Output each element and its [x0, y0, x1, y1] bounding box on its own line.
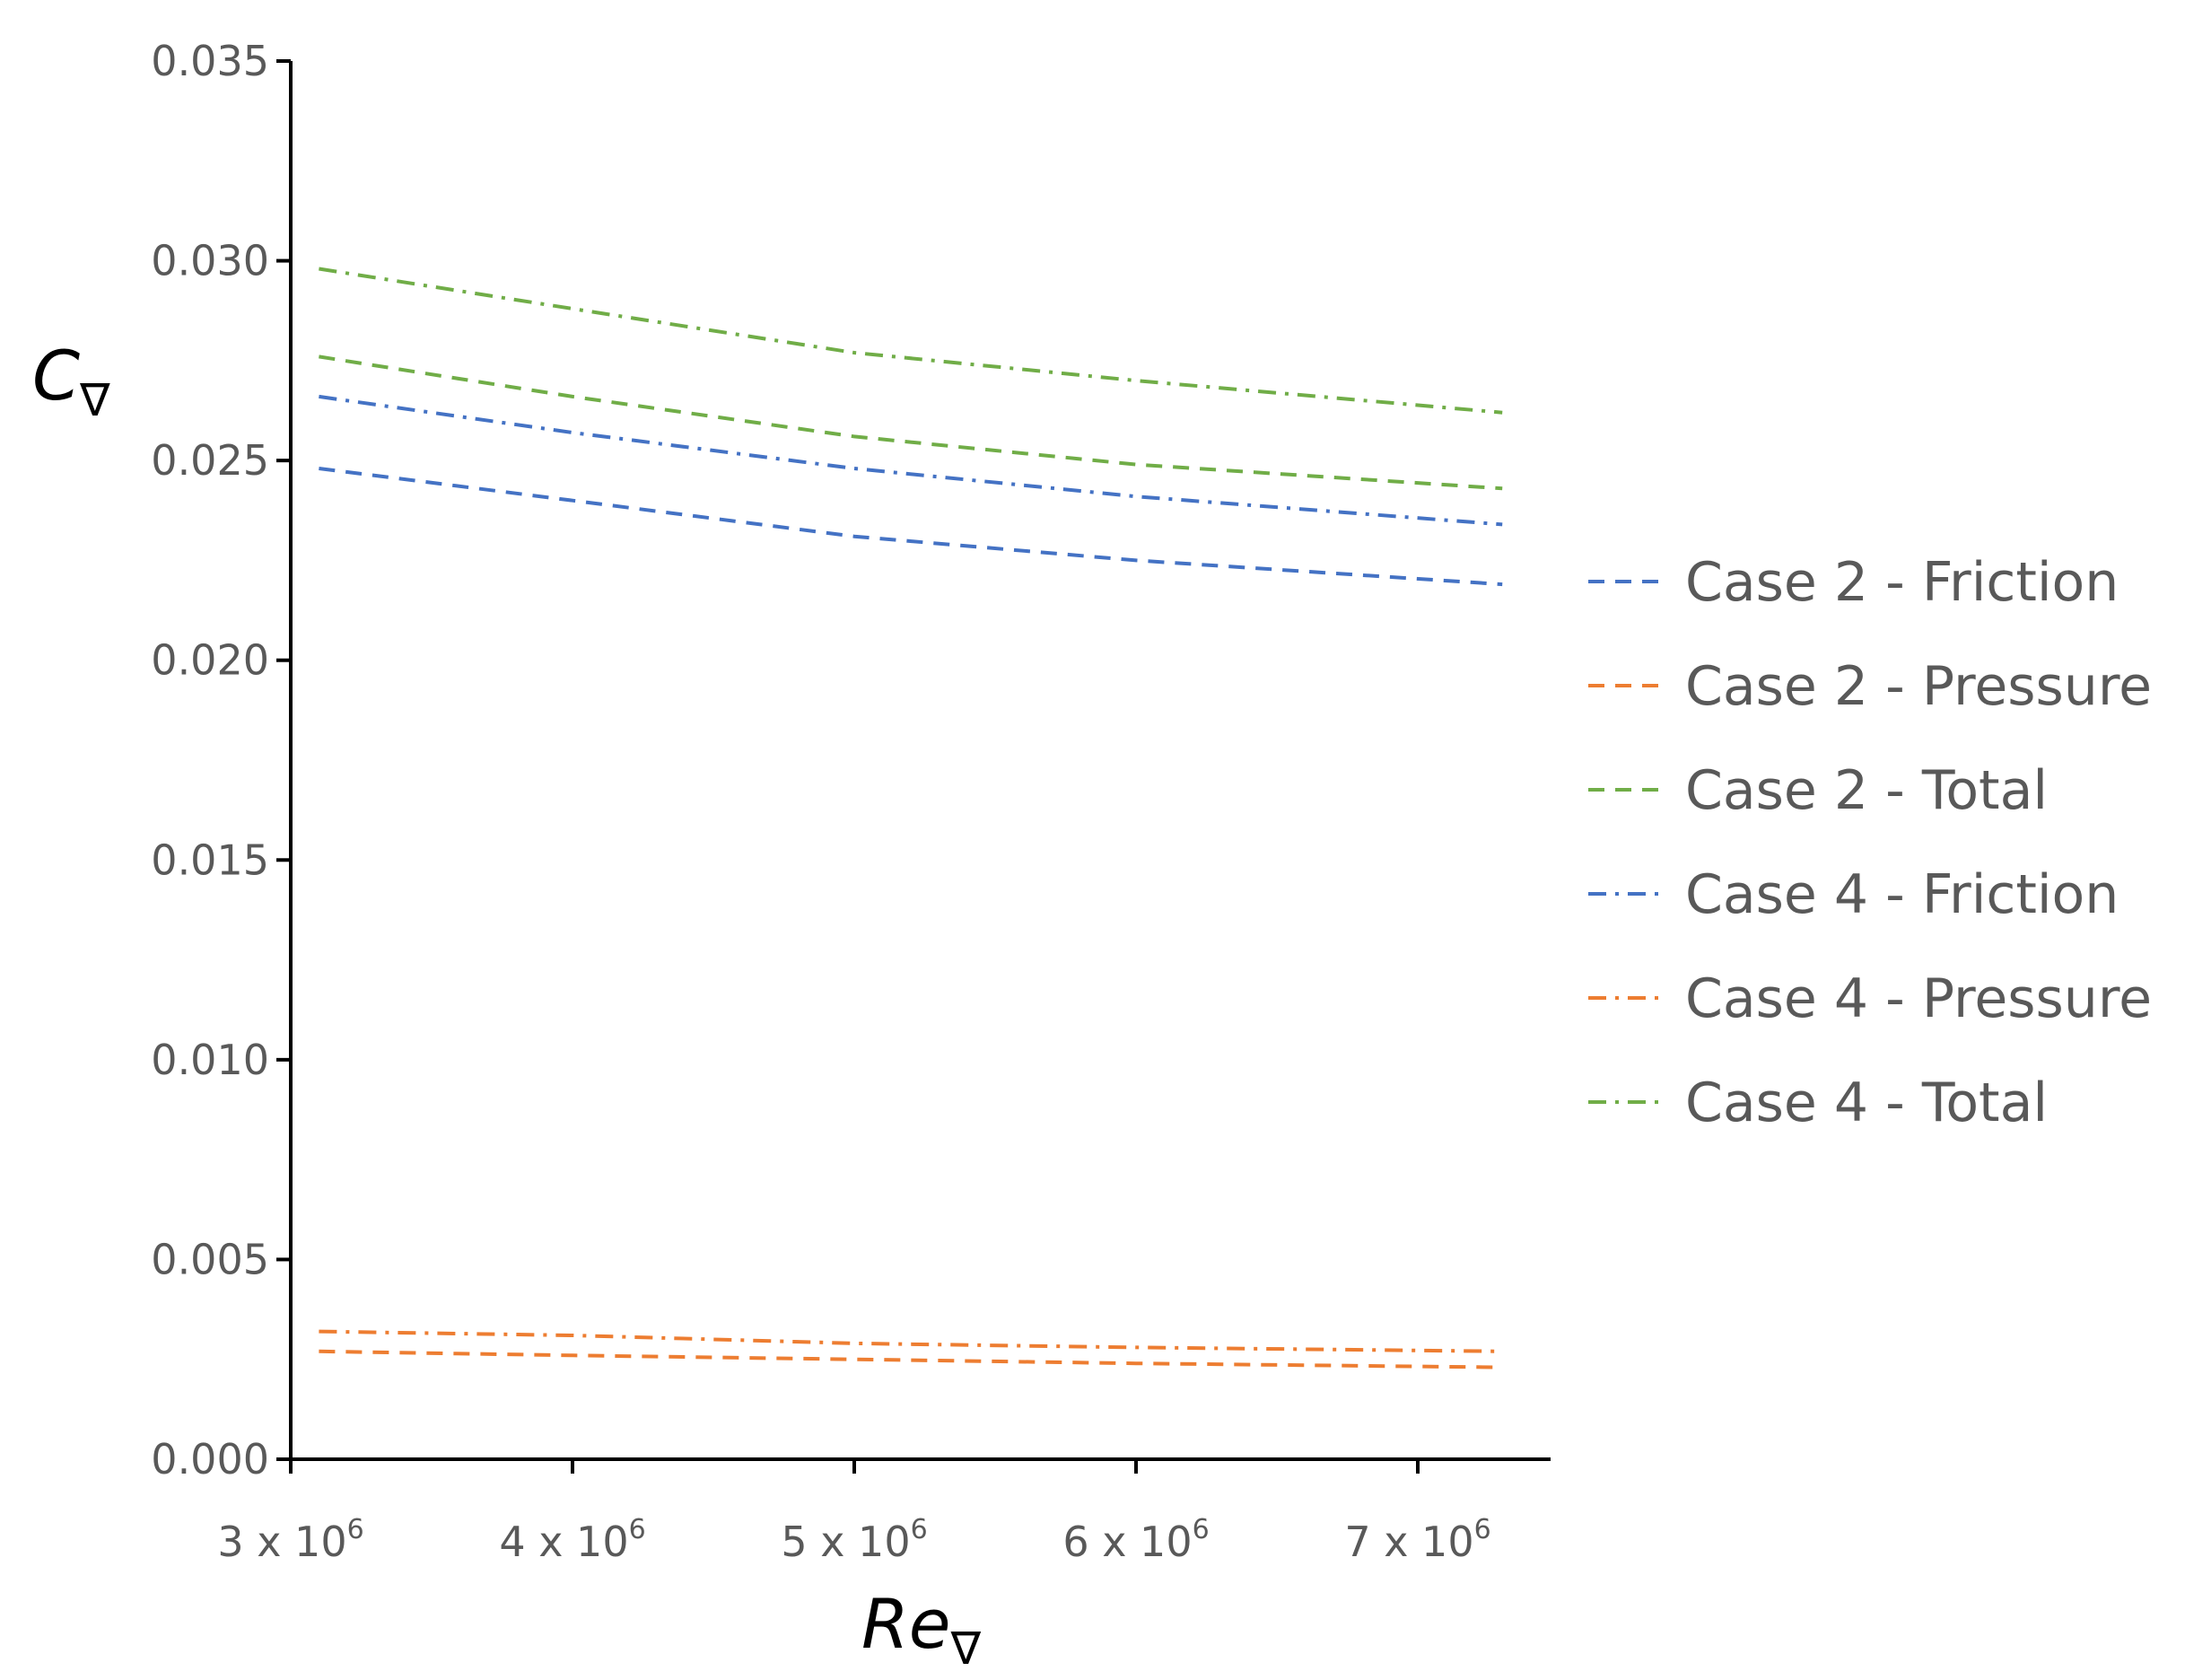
- legend-label: Case 4 - Total: [1685, 1072, 2048, 1134]
- series-line-6: [319, 267, 1503, 415]
- y-tick-label: 0.010: [151, 1036, 269, 1084]
- series-line-5: [319, 1329, 1503, 1353]
- legend-label: Case 2 - Pressure: [1685, 655, 2152, 718]
- x-axis-title: Re∇: [861, 1584, 982, 1675]
- x-tick-label: 5 x 106: [781, 1514, 927, 1566]
- x-tick-label: 3 x 106: [217, 1514, 363, 1566]
- y-axis-title-main: C: [32, 336, 80, 416]
- y-tick-label: 0.020: [151, 636, 269, 685]
- series-layer: [319, 267, 1503, 1369]
- series-line-3: [319, 354, 1503, 491]
- y-tick-label: 0.035: [151, 37, 269, 85]
- series-line-4: [319, 394, 1503, 527]
- series-line-1: [319, 467, 1503, 587]
- x-tick-label: 6 x 106: [1062, 1514, 1209, 1566]
- y-tick-label: 0.015: [151, 836, 269, 884]
- series-line-2: [319, 1349, 1503, 1369]
- x-tick-label: 7 x 106: [1344, 1514, 1490, 1566]
- y-axis-title: C∇: [32, 336, 110, 426]
- y-tick-label: 0.000: [151, 1435, 269, 1483]
- axis-titles: C∇ Re∇: [32, 336, 982, 1675]
- x-axis-title-main: Re: [861, 1584, 951, 1664]
- y-tick-label: 0.025: [151, 436, 269, 485]
- legend-label: Case 4 - Friction: [1685, 863, 2119, 926]
- y-tick-label: 0.005: [151, 1235, 269, 1283]
- legend-label: Case 2 - Total: [1685, 759, 2048, 822]
- x-tick-label: 4 x 106: [499, 1514, 645, 1566]
- axes: 0.000 0.005 0.010 0.015 0.020 0.025 0.030 0.035…: [151, 37, 1551, 1566]
- legend: Case 2 - Friction Case 2 - Pressure Case 2…: [1588, 551, 2152, 1134]
- y-tick-label: 0.030: [151, 237, 269, 285]
- x-axis-title-subscript: ∇: [950, 1623, 982, 1675]
- legend-label: Case 2 - Friction: [1685, 551, 2119, 614]
- y-axis-title-subscript: ∇: [79, 374, 110, 426]
- legend-label: Case 4 - Pressure: [1685, 967, 2152, 1030]
